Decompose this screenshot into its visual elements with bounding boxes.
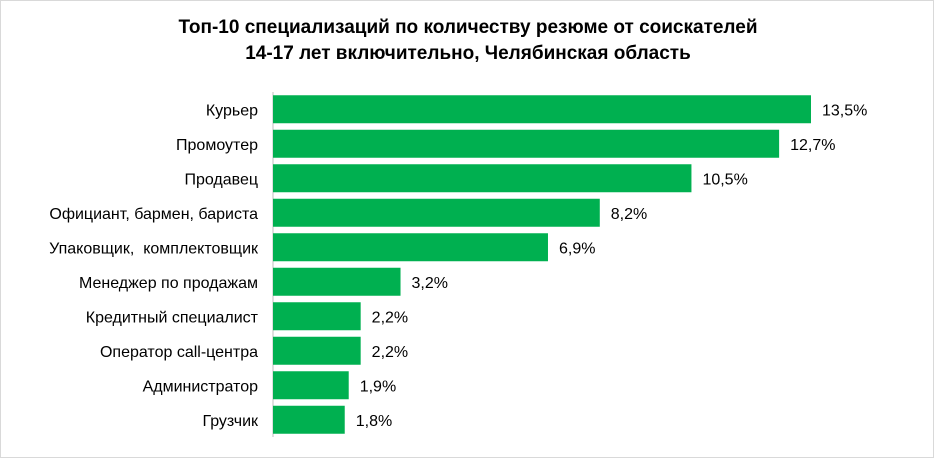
bar — [273, 371, 349, 400]
bar — [273, 267, 401, 296]
bar — [273, 336, 361, 365]
bar — [273, 95, 811, 124]
value-label: 13,5% — [822, 102, 867, 119]
category-label: Упаковщик, комплектовщик — [49, 240, 259, 257]
category-label: Администратор — [143, 378, 259, 395]
value-label: 3,2% — [412, 275, 448, 292]
bar — [273, 198, 600, 227]
category-label: Менеджер по продажам — [79, 275, 258, 292]
category-label: Курьер — [206, 102, 258, 119]
chart-title: Топ-10 специализаций по количеству резюм… — [1, 15, 934, 67]
category-label: Промоутер — [176, 137, 258, 154]
value-label: 2,2% — [372, 344, 408, 361]
value-label: 12,7% — [790, 137, 835, 154]
value-label: 6,9% — [559, 240, 595, 257]
category-label: Продавец — [184, 171, 258, 188]
category-label: Оператор call-центра — [100, 344, 258, 361]
value-label: 8,2% — [611, 206, 647, 223]
bar — [273, 129, 780, 158]
bar — [273, 405, 345, 434]
value-label: 1,8% — [356, 413, 392, 430]
category-label: Кредитный специалист — [86, 309, 259, 326]
bar — [273, 233, 548, 262]
value-label: 2,2% — [372, 309, 408, 326]
bar — [273, 302, 361, 331]
category-label: Грузчик — [202, 413, 259, 430]
value-label: 1,9% — [360, 378, 396, 395]
bars-group: Курьер 13,5% Промоутер 12,7% Продавец 10,5% Оф… — [49, 95, 867, 434]
bar — [273, 164, 692, 193]
chart-title-line-2: 14-17 лет включительно, Челябинская обла… — [245, 43, 691, 64]
chart-title-line-1: Топ-10 специализаций по количеству резюм… — [178, 17, 758, 38]
category-label: Официант, бармен, бариста — [49, 206, 258, 223]
value-label: 10,5% — [702, 171, 747, 188]
